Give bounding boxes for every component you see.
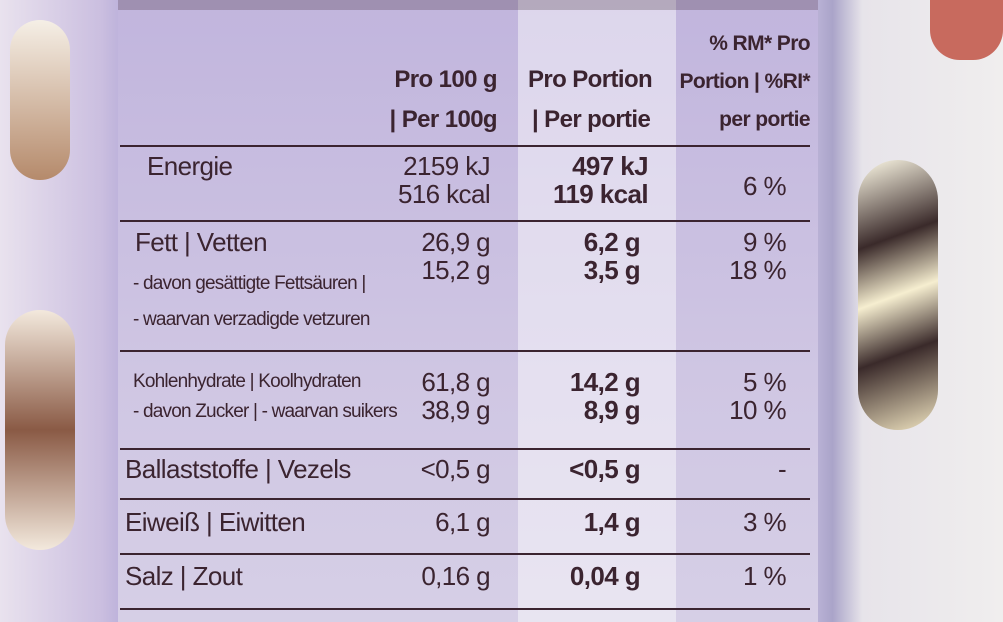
portion-value: 0,04 g <box>569 561 641 591</box>
row-label: - waarvan verzadigde vetzuren <box>133 309 370 330</box>
portion-value: 1,4 g <box>583 507 641 537</box>
portion-value: <0,5 g <box>569 454 640 484</box>
ri-value: 6 % <box>742 171 787 201</box>
rule <box>120 350 810 352</box>
chocolate-decoration <box>10 20 70 180</box>
header-portion: Pro Portion <box>528 66 653 93</box>
header-ri: Portion | %RI* <box>679 70 811 93</box>
row-label: Kohlenhydrate | Koolhydraten <box>133 371 361 392</box>
rule <box>120 608 810 610</box>
per100-value: 26,9 g <box>421 227 490 257</box>
row-label: - davon gesättigte Fettsäuren | <box>133 273 366 294</box>
portion-value: 6,2 g <box>583 227 641 257</box>
row-label: Fett | Vetten <box>135 227 268 257</box>
per100-value: 516 kcal <box>397 179 491 209</box>
cut-off-heading <box>118 0 818 10</box>
rule <box>120 448 810 450</box>
header-portion: | Per portie <box>532 106 651 133</box>
rule <box>120 220 810 222</box>
rule <box>120 145 810 147</box>
per100-value: 0,16 g <box>421 561 490 591</box>
per100-value: 15,2 g <box>421 255 490 285</box>
per100-value: 38,9 g <box>421 395 490 425</box>
portion-column-highlight <box>518 0 676 622</box>
rule <box>120 553 810 555</box>
per100-value: 2159 kJ <box>403 151 490 181</box>
per100-value: 6,1 g <box>435 507 490 537</box>
chocolate-decoration <box>5 310 75 550</box>
ri-value: 9 % <box>742 227 787 257</box>
portion-value: 14,2 g <box>569 367 641 397</box>
portion-value: 3,5 g <box>583 255 641 285</box>
header-ri: per portie <box>719 108 810 131</box>
per100-value: 61,8 g <box>421 367 490 397</box>
ri-value: 1 % <box>742 561 787 591</box>
rule <box>120 498 810 500</box>
ri-value: 10 % <box>729 395 786 425</box>
header-per100: Pro 100 g <box>394 66 497 93</box>
nutrition-panel <box>118 0 818 622</box>
ri-value: - <box>777 454 787 484</box>
row-label: Energie <box>147 151 233 181</box>
package-decoration <box>930 0 1003 60</box>
ri-value: 5 % <box>742 367 787 397</box>
portion-value: 497 kJ <box>572 151 649 181</box>
header-ri: % RM* Pro <box>709 32 810 55</box>
portion-value: 119 kcal <box>553 179 649 209</box>
ri-value: 18 % <box>729 255 786 285</box>
header-per100: | Per 100g <box>389 106 498 133</box>
ri-value: 3 % <box>742 507 787 537</box>
row-label: Salz | Zout <box>125 561 243 591</box>
portion-value: 8,9 g <box>583 395 641 425</box>
per100-value: <0,5 g <box>420 454 491 484</box>
chocolate-decoration <box>858 160 938 430</box>
row-label: Eiweiß | Eiwitten <box>125 507 306 537</box>
row-label: - davon Zucker | - waarvan suikers <box>133 401 398 422</box>
row-label: Ballaststoffe | Vezels <box>125 454 351 484</box>
